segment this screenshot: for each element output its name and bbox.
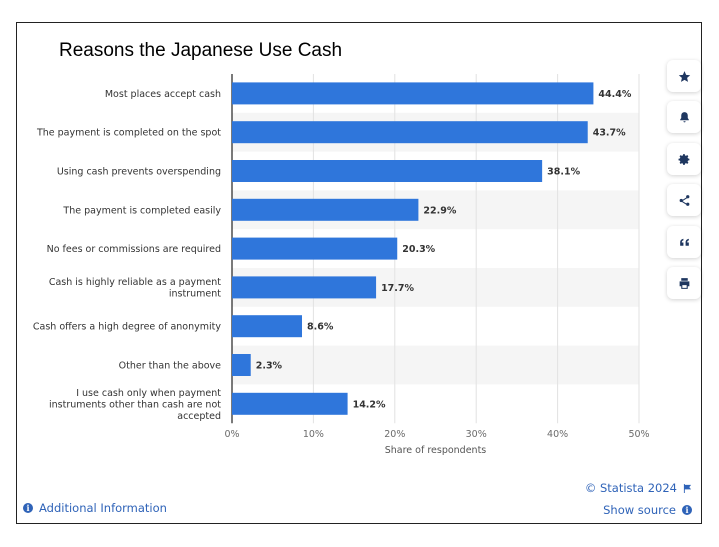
x-tick-label: 30% bbox=[466, 429, 487, 440]
data-label: 2.3% bbox=[256, 361, 283, 372]
bar[interactable] bbox=[232, 160, 543, 182]
y-tick-label: I use cash only when payment instruments … bbox=[49, 388, 221, 422]
statista-credit-link[interactable]: © Statista 2024 bbox=[585, 481, 692, 495]
y-tick-label: Cash offers a high degree of anonymity bbox=[33, 322, 221, 333]
x-tick-label: 40% bbox=[547, 429, 568, 440]
bar[interactable] bbox=[232, 82, 594, 105]
star-icon bbox=[678, 70, 690, 82]
info-icon: i bbox=[23, 503, 33, 513]
data-label: 14.2% bbox=[353, 399, 386, 410]
gear-icon bbox=[678, 153, 689, 165]
data-label: 17.7% bbox=[381, 283, 414, 294]
chart-title: Reasons the Japanese Use Cash bbox=[59, 40, 343, 61]
notification-button[interactable] bbox=[667, 101, 701, 133]
row-band bbox=[232, 345, 639, 385]
data-label: 44.4% bbox=[598, 89, 631, 100]
bar[interactable] bbox=[232, 315, 303, 338]
x-tick-label: 20% bbox=[384, 429, 405, 440]
x-axis-title: Share of respondents bbox=[385, 445, 487, 456]
flag-icon bbox=[683, 483, 692, 493]
y-tick-label: Using cash prevents overspending bbox=[57, 167, 221, 178]
y-tick-label: Cash is highly reliable as a payment inst… bbox=[49, 277, 221, 300]
credit-label: © Statista 2024 bbox=[584, 481, 677, 495]
additional-information-label: Additional Information bbox=[39, 501, 167, 515]
show-source-link[interactable]: Show source i bbox=[603, 503, 692, 517]
bar[interactable] bbox=[232, 276, 377, 299]
additional-information-link[interactable]: i Additional Information bbox=[23, 501, 167, 515]
bar[interactable] bbox=[232, 392, 348, 415]
settings-button[interactable] bbox=[667, 143, 701, 175]
print-icon bbox=[679, 277, 689, 289]
quote-icon bbox=[679, 238, 689, 246]
share-icon bbox=[679, 194, 689, 206]
y-tick-label: The payment is completed easily bbox=[62, 205, 221, 216]
y-tick-label: Most places accept cash bbox=[105, 89, 221, 100]
data-label: 38.1% bbox=[547, 167, 580, 178]
print-button[interactable] bbox=[667, 267, 701, 299]
info-icon: i bbox=[682, 505, 692, 515]
x-tick-label: 50% bbox=[628, 429, 649, 440]
x-tick-label: 10% bbox=[303, 429, 324, 440]
y-tick-label: Other than the above bbox=[119, 361, 221, 372]
y-tick-label: The payment is completed on the spot bbox=[36, 128, 221, 139]
data-label: 20.3% bbox=[402, 244, 435, 255]
bar[interactable] bbox=[232, 198, 419, 221]
show-source-label: Show source bbox=[603, 503, 676, 517]
bar[interactable] bbox=[232, 237, 398, 260]
bell-icon bbox=[679, 111, 689, 122]
favorite-button[interactable] bbox=[667, 60, 701, 92]
data-label: 8.6% bbox=[307, 322, 334, 333]
data-label: 22.9% bbox=[423, 205, 456, 216]
cite-button[interactable] bbox=[667, 226, 701, 258]
y-tick-label: No fees or commissions are required bbox=[47, 244, 221, 255]
data-label: 43.7% bbox=[593, 128, 626, 139]
x-tick-label: 0% bbox=[224, 429, 239, 440]
bar[interactable] bbox=[232, 121, 588, 144]
share-button[interactable] bbox=[667, 184, 701, 216]
bar[interactable] bbox=[232, 354, 251, 376]
